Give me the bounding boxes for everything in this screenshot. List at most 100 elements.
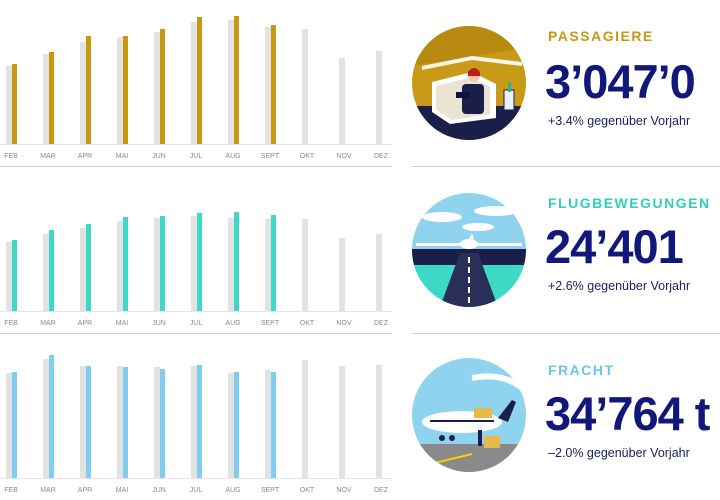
previous-year-bar-jun <box>154 32 160 144</box>
previous-year-bar-jul <box>191 366 197 478</box>
x-tick-label: AUG <box>225 487 240 494</box>
previous-year-bar-okt <box>302 360 308 478</box>
current-year-bar-mar <box>49 355 54 478</box>
panel-flugbewegungen: FEB MAR APR MAI JUN JUL AUG SEPT OKT NOV DEZ FLUGB… <box>0 167 720 333</box>
x-tick-label: SEPT <box>261 487 280 494</box>
x-tick-label: MAI <box>116 320 129 327</box>
x-tick-label: FEB <box>4 487 18 494</box>
passagiere-label: PASSAGIERE <box>548 28 654 44</box>
passagiere-delta: +3.4% gegenüber Vorjahr <box>548 114 691 128</box>
x-tick-label: JUL <box>190 320 203 327</box>
x-tick-label: MAI <box>116 153 129 160</box>
current-year-bar-feb <box>12 64 17 144</box>
previous-year-bar-mar <box>43 359 49 478</box>
x-tick-label: OKT <box>300 487 315 494</box>
current-year-bar-feb <box>12 240 17 311</box>
current-year-bar-sept <box>271 372 276 478</box>
current-year-bar-mai <box>123 36 128 144</box>
x-tick-label: FEB <box>4 320 18 327</box>
previous-year-bar-mar <box>43 54 49 144</box>
x-tick-label: FEB <box>4 153 18 160</box>
x-tick-label: APR <box>78 153 92 160</box>
current-year-bar-mai <box>123 367 128 478</box>
previous-year-bar-feb <box>6 66 12 144</box>
previous-year-bar-mai <box>117 221 123 311</box>
current-year-bar-apr <box>86 366 91 478</box>
x-tick-label: DEZ <box>374 320 389 327</box>
previous-year-bar-aug <box>228 373 234 478</box>
previous-year-bar-mai <box>117 366 123 478</box>
previous-year-bar-apr <box>80 228 86 311</box>
previous-year-bar-nov <box>339 238 345 311</box>
x-tick-label: MAI <box>116 487 129 494</box>
current-year-bar-jun <box>160 29 165 144</box>
panel-divider <box>412 333 720 334</box>
panel-divider <box>0 166 392 167</box>
fracht-delta: –2.0% gegenüber Vorjahr <box>548 446 690 460</box>
previous-year-bar-dez <box>376 365 382 478</box>
passagiere-value: 3’047’0 <box>545 55 696 108</box>
current-year-bar-aug <box>234 16 239 144</box>
x-tick-label: NOV <box>336 153 352 160</box>
x-tick-label: OKT <box>300 320 315 327</box>
x-tick-label: MAR <box>40 153 56 160</box>
current-year-bar-jul <box>197 365 202 478</box>
fracht-value: 34’764 t <box>545 387 710 440</box>
previous-year-bar-sept <box>265 219 271 311</box>
x-tick-label: OKT <box>300 153 315 160</box>
x-tick-label: SEPT <box>261 320 280 327</box>
previous-year-bar-jun <box>154 218 160 311</box>
x-tick-label: SEPT <box>261 153 280 160</box>
previous-year-bar-jun <box>154 367 160 478</box>
x-tick-label: JUN <box>152 320 166 327</box>
previous-year-bar-mai <box>117 37 123 144</box>
previous-year-bar-apr <box>80 366 86 478</box>
flugbewegungen-value: 24’401 <box>545 220 684 273</box>
flugbewegungen-bar-chart: FEB MAR APR MAI JUN JUL AUG SEPT OKT NOV DEZ <box>0 212 392 327</box>
current-year-bar-aug <box>234 372 239 478</box>
x-tick-label: JUL <box>190 487 203 494</box>
x-tick-label: DEZ <box>374 153 389 160</box>
x-tick-label: AUG <box>225 153 240 160</box>
x-tick-label: NOV <box>336 487 352 494</box>
panel-fracht: FEB MAR APR MAI JUN JUL AUG SEPT OKT NOV DEZ FRACH… <box>0 334 720 500</box>
x-tick-label: NOV <box>336 320 352 327</box>
x-tick-label: JUN <box>152 487 166 494</box>
x-tick-label: JUN <box>152 153 166 160</box>
previous-year-bar-feb <box>6 242 12 311</box>
x-tick-label: AUG <box>225 320 240 327</box>
x-tick-label: APR <box>78 487 92 494</box>
x-tick-label: APR <box>78 320 92 327</box>
previous-year-bar-dez <box>376 51 382 144</box>
previous-year-bar-nov <box>339 366 345 478</box>
panel-divider <box>0 333 392 334</box>
current-year-bar-jul <box>197 213 202 311</box>
current-year-bar-apr <box>86 224 91 311</box>
passenger-lounge-illustration-icon <box>412 26 526 140</box>
runway-airplane-illustration-icon <box>412 193 526 307</box>
x-tick-label: JUL <box>190 153 203 160</box>
current-year-bar-jun <box>160 216 165 311</box>
previous-year-bar-sept <box>265 27 271 144</box>
previous-year-bar-aug <box>228 20 234 144</box>
panel-divider <box>412 166 720 167</box>
previous-year-bar-mar <box>43 234 49 311</box>
fracht-label: FRACHT <box>548 362 615 378</box>
flugbewegungen-label: FLUGBEWEGUNGEN <box>548 195 711 211</box>
x-tick-label: MAR <box>40 487 56 494</box>
previous-year-bar-jul <box>191 22 197 144</box>
current-year-bar-mar <box>49 52 54 144</box>
x-tick-label: DEZ <box>374 487 389 494</box>
current-year-bar-mai <box>123 217 128 311</box>
current-year-bar-mar <box>49 230 54 311</box>
passagiere-bar-chart: FEB MAR APR MAI JUN JUL AUG SEPT OKT NOV DEZ <box>0 16 392 160</box>
current-year-bar-sept <box>271 25 276 144</box>
previous-year-bar-nov <box>339 58 345 144</box>
previous-year-bar-okt <box>302 29 308 144</box>
current-year-bar-aug <box>234 212 239 311</box>
current-year-bar-jul <box>197 17 202 144</box>
cargo-airplane-illustration-icon <box>412 358 526 472</box>
current-year-bar-jun <box>160 369 165 478</box>
current-year-bar-sept <box>271 215 276 311</box>
previous-year-bar-jul <box>191 216 197 311</box>
